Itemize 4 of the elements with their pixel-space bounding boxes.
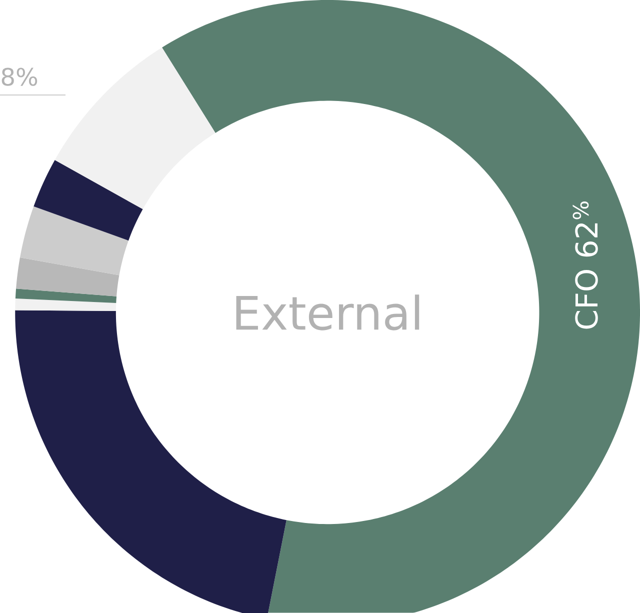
data-label: 62$^{%}$ [572, 202, 598, 257]
text: External [236, 294, 420, 330]
slice-label: CFO [575, 270, 598, 329]
data-label: 8% [2, 68, 38, 86]
